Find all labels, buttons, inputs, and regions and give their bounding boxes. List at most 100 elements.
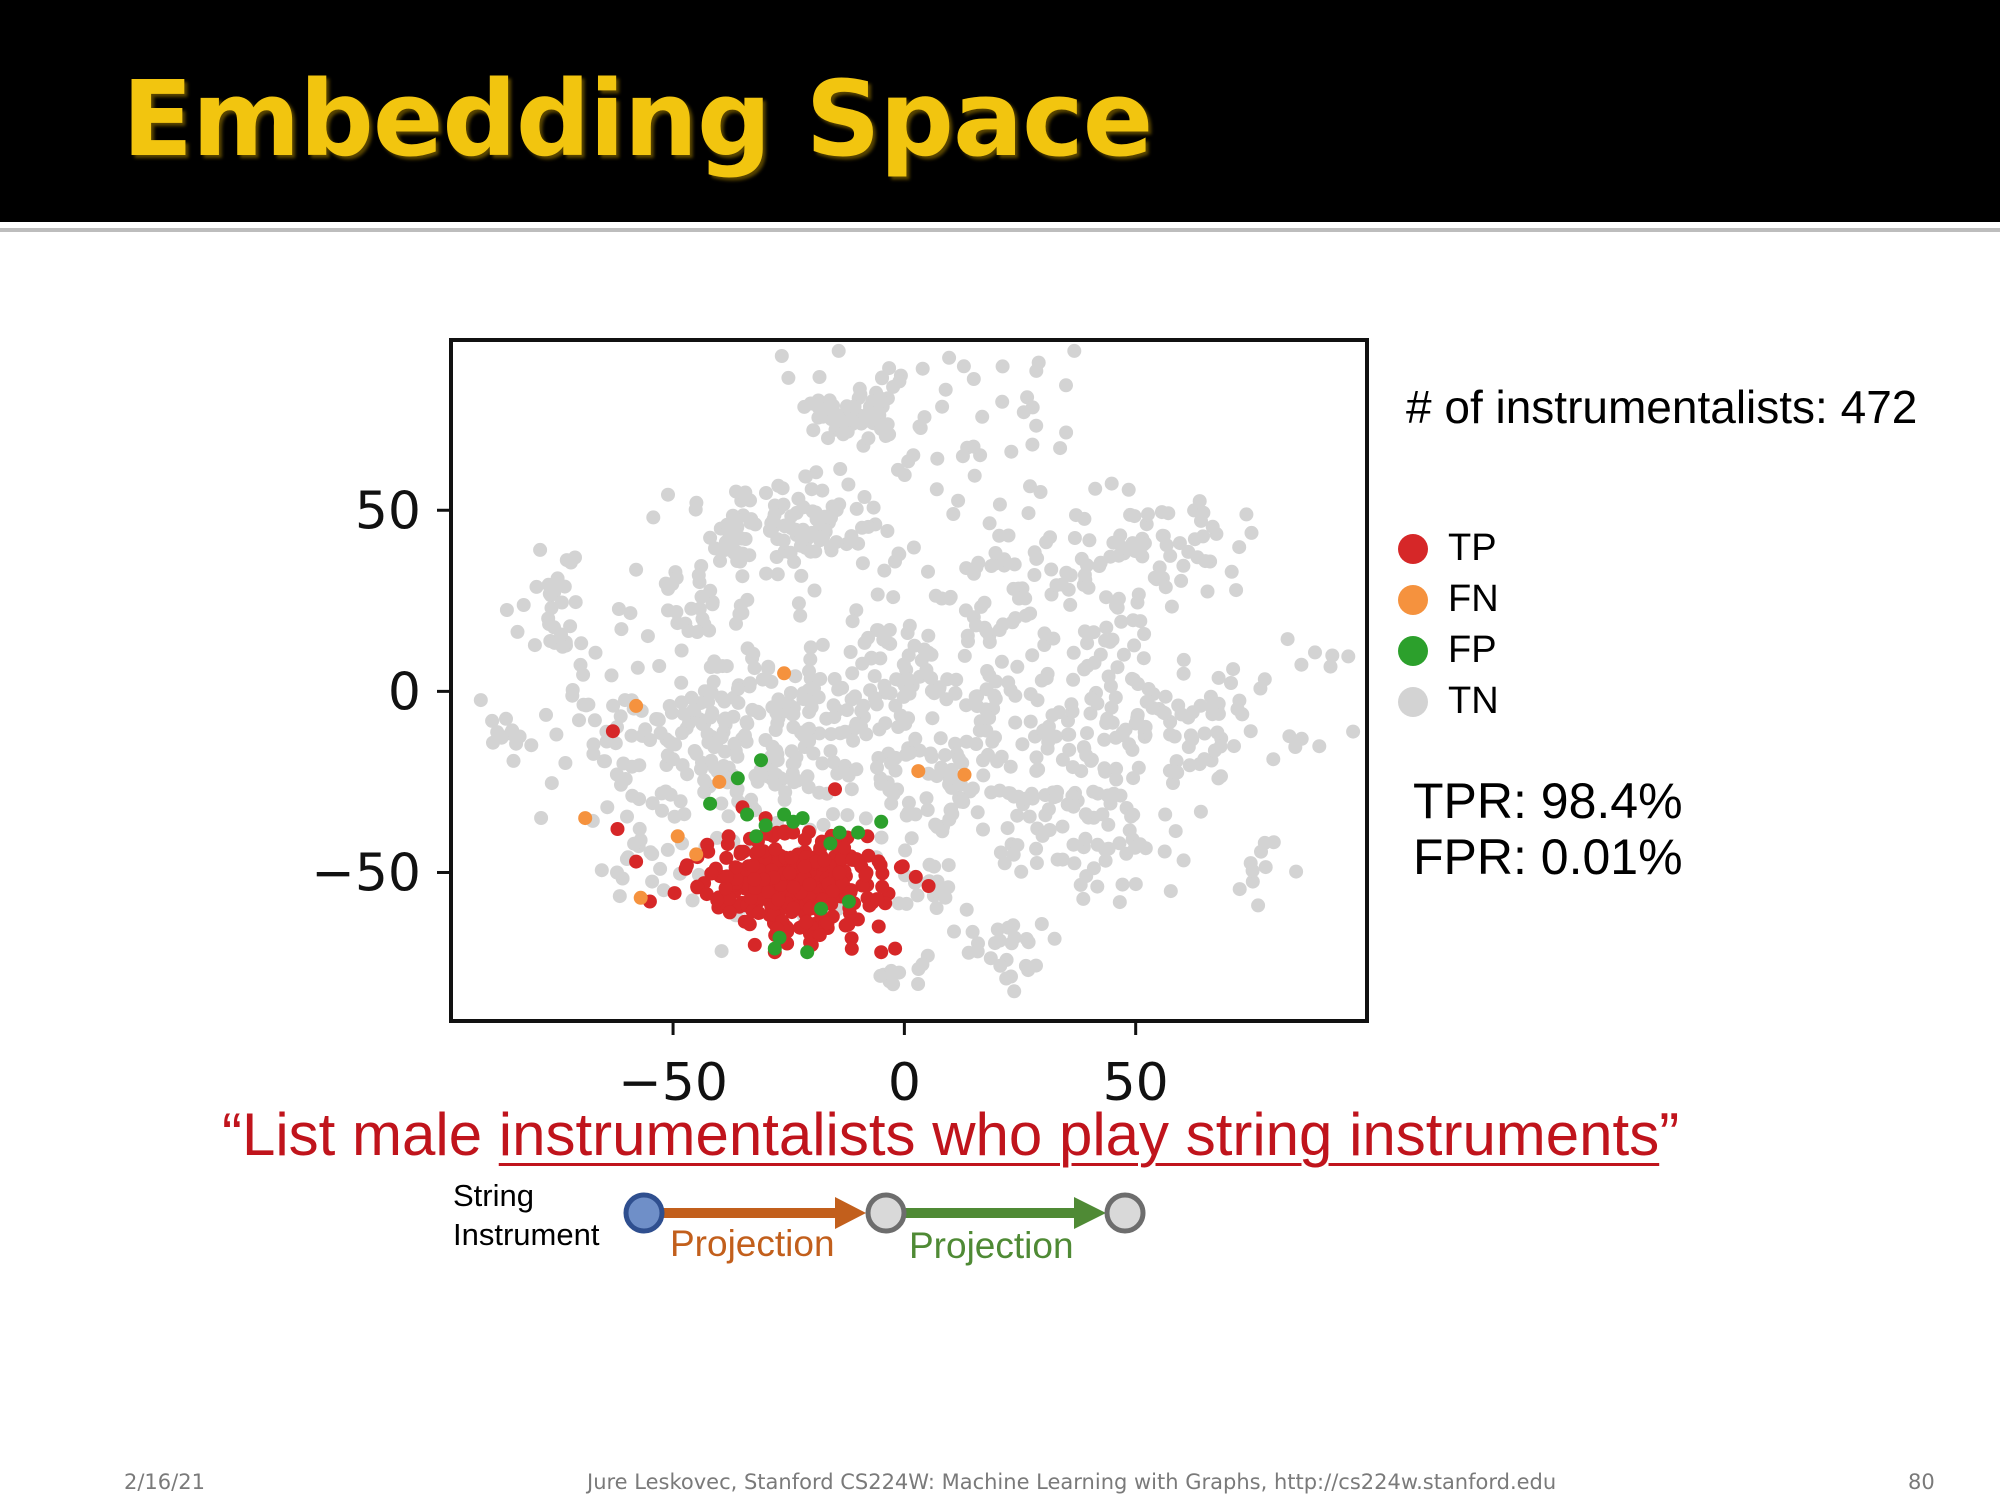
point-tn bbox=[544, 776, 559, 791]
flow-step1-label: Projection bbox=[670, 1223, 835, 1264]
point-fp bbox=[730, 771, 745, 786]
point-tn bbox=[1084, 752, 1099, 767]
point-tp bbox=[704, 866, 719, 881]
point-tn bbox=[1227, 739, 1241, 754]
point-tn bbox=[870, 760, 884, 775]
point-tn bbox=[812, 370, 827, 384]
point-fp bbox=[874, 814, 889, 829]
point-tn bbox=[840, 808, 855, 823]
point-tn bbox=[763, 522, 777, 537]
point-tn bbox=[969, 737, 984, 751]
point-tp bbox=[701, 844, 716, 859]
point-tn bbox=[933, 731, 948, 746]
point-tn bbox=[1214, 769, 1228, 784]
point-tn bbox=[854, 719, 868, 734]
point-tn bbox=[1168, 824, 1183, 839]
point-tn bbox=[1021, 506, 1036, 521]
point-tn bbox=[807, 583, 822, 598]
point-tn bbox=[738, 485, 753, 500]
point-tn bbox=[729, 616, 743, 631]
point-tn bbox=[791, 596, 806, 611]
point-tn bbox=[787, 554, 802, 569]
point-tn bbox=[1136, 651, 1151, 666]
point-tp bbox=[751, 843, 766, 858]
point-tn bbox=[877, 563, 892, 578]
point-tn bbox=[1128, 544, 1143, 559]
point-tn bbox=[625, 788, 640, 803]
point-tn bbox=[516, 598, 531, 612]
point-tp bbox=[745, 858, 760, 873]
point-tn bbox=[727, 736, 742, 751]
series-fn bbox=[578, 666, 972, 905]
point-tn bbox=[957, 648, 972, 663]
point-tn bbox=[1077, 511, 1092, 526]
point-tn bbox=[707, 654, 722, 669]
point-tn bbox=[485, 713, 500, 728]
point-tn bbox=[910, 888, 925, 903]
point-tn bbox=[1001, 920, 1016, 935]
flow-node-mid bbox=[865, 1192, 907, 1234]
point-tn bbox=[1083, 706, 1098, 721]
point-tn bbox=[1090, 786, 1105, 801]
point-tn bbox=[1176, 666, 1191, 681]
point-tn bbox=[587, 713, 602, 728]
point-tn bbox=[1288, 740, 1303, 754]
point-tn bbox=[533, 542, 548, 557]
point-tn bbox=[1010, 808, 1025, 823]
point-tn bbox=[999, 971, 1014, 986]
point-tn bbox=[1038, 808, 1053, 823]
point-tn bbox=[1086, 625, 1101, 640]
point-tn bbox=[851, 536, 866, 551]
point-tn bbox=[1027, 568, 1042, 582]
point-tn bbox=[750, 704, 765, 719]
point-tn bbox=[1169, 754, 1184, 769]
point-tn bbox=[811, 410, 826, 425]
legend-label-fp: FP bbox=[1448, 629, 1497, 671]
legend-label-tn: TN bbox=[1448, 680, 1499, 722]
point-tn bbox=[544, 601, 559, 615]
point-tn bbox=[947, 924, 961, 939]
point-tn bbox=[994, 654, 1009, 669]
legend-item-fn: FN bbox=[1398, 574, 1499, 625]
point-tn bbox=[786, 720, 801, 735]
point-tn bbox=[1077, 568, 1092, 582]
point-tn bbox=[983, 951, 998, 966]
point-tn bbox=[1243, 724, 1258, 739]
axis-ticks: −50 0 50 −50 0 50 bbox=[311, 481, 1169, 1113]
point-tn bbox=[1029, 418, 1044, 433]
point-tn bbox=[680, 767, 695, 782]
point-tn bbox=[1008, 715, 1023, 730]
legend-item-fp: FP bbox=[1398, 625, 1499, 676]
point-tn bbox=[506, 753, 521, 768]
point-tn bbox=[1158, 807, 1173, 822]
point-tp bbox=[858, 868, 873, 883]
point-tn bbox=[801, 780, 816, 795]
point-tn bbox=[1098, 764, 1113, 779]
point-tn bbox=[1172, 536, 1187, 551]
point-tn bbox=[694, 762, 708, 776]
point-tn bbox=[490, 725, 505, 740]
point-tn bbox=[976, 822, 990, 837]
point-tn bbox=[1141, 682, 1156, 696]
point-tn bbox=[771, 478, 786, 493]
point-tn bbox=[594, 863, 609, 878]
point-tn bbox=[848, 689, 862, 704]
point-tn bbox=[667, 809, 682, 824]
point-tn bbox=[714, 944, 729, 959]
point-tn bbox=[929, 901, 944, 915]
point-fn bbox=[777, 666, 792, 681]
point-tn bbox=[980, 664, 995, 678]
legend-dot-fp bbox=[1398, 635, 1428, 666]
point-tn bbox=[970, 805, 985, 820]
point-tn bbox=[803, 652, 818, 667]
point-tn bbox=[534, 811, 549, 825]
point-tn bbox=[1059, 565, 1074, 580]
point-tn bbox=[1081, 580, 1096, 595]
point-tn bbox=[941, 880, 956, 895]
point-tn bbox=[826, 755, 841, 770]
point-tn bbox=[901, 795, 916, 810]
instrumentalist-count: # of instrumentalists: 472 bbox=[1406, 381, 1918, 433]
point-tn bbox=[733, 598, 748, 613]
point-tn bbox=[1244, 525, 1259, 540]
point-tn bbox=[1126, 771, 1141, 786]
